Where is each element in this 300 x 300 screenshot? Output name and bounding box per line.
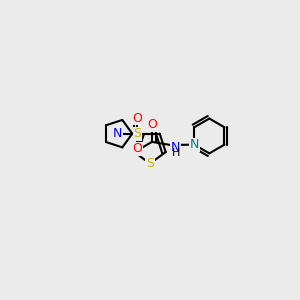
Text: O: O xyxy=(132,112,142,125)
Text: S: S xyxy=(146,157,154,170)
Text: N: N xyxy=(190,138,199,151)
Text: O: O xyxy=(132,142,142,155)
Text: N: N xyxy=(113,127,123,140)
Text: O: O xyxy=(147,118,157,131)
Text: H: H xyxy=(172,148,180,158)
Text: N: N xyxy=(171,142,180,154)
Text: S: S xyxy=(133,127,141,140)
